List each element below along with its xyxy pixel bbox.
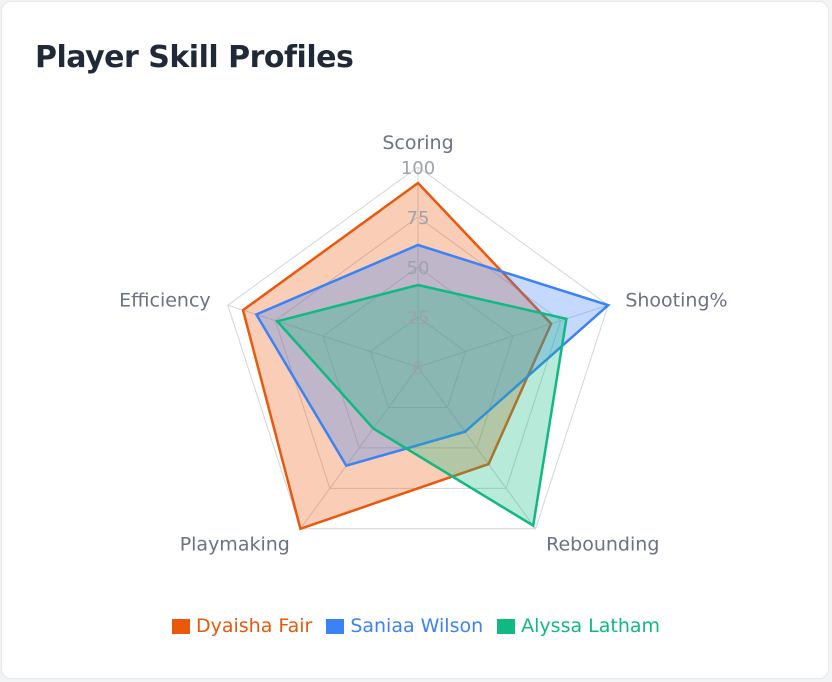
radar-spoke xyxy=(417,366,536,530)
legend-label: Dyaisha Fair xyxy=(195,615,313,637)
legend-swatch xyxy=(326,618,345,634)
axis-label: Efficiency xyxy=(119,290,211,312)
page-title: Player Skill Profiles xyxy=(35,40,354,75)
legend-swatch xyxy=(497,618,516,634)
radar-series-1 xyxy=(241,181,553,531)
legend-swatch xyxy=(171,618,190,634)
radial-tick-label: 0 xyxy=(412,358,423,379)
radial-tick-label: 75 xyxy=(407,208,430,229)
legend-item[interactable]: Alyssa Latham xyxy=(497,615,660,637)
radar-series-3 xyxy=(274,283,568,528)
legend-label: Saniaa Wilson xyxy=(350,615,484,637)
axis-label: Playmaking xyxy=(180,533,290,555)
radial-tick-label: 25 xyxy=(407,308,430,329)
axis-label: Rebounding xyxy=(546,533,659,555)
radar-spoke xyxy=(300,366,419,530)
legend-item[interactable]: Saniaa Wilson xyxy=(326,615,483,637)
radial-tick-label: 50 xyxy=(407,258,430,279)
chart-legend: Dyaisha Fair Saniaa Wilson Alyssa Latham xyxy=(0,615,832,637)
radar-grid-ring xyxy=(322,266,514,449)
legend-label: Alyssa Latham xyxy=(521,615,661,637)
radar-grid-ring xyxy=(227,166,609,530)
axis-label: Scoring xyxy=(382,132,453,154)
radar-spoke xyxy=(417,304,609,368)
radar-grid-ring xyxy=(369,316,467,408)
radar-spoke xyxy=(227,304,419,368)
radial-tick-label: 100 xyxy=(401,158,435,179)
legend-item[interactable]: Dyaisha Fair xyxy=(171,615,313,637)
axis-label: Shooting% xyxy=(625,290,727,312)
